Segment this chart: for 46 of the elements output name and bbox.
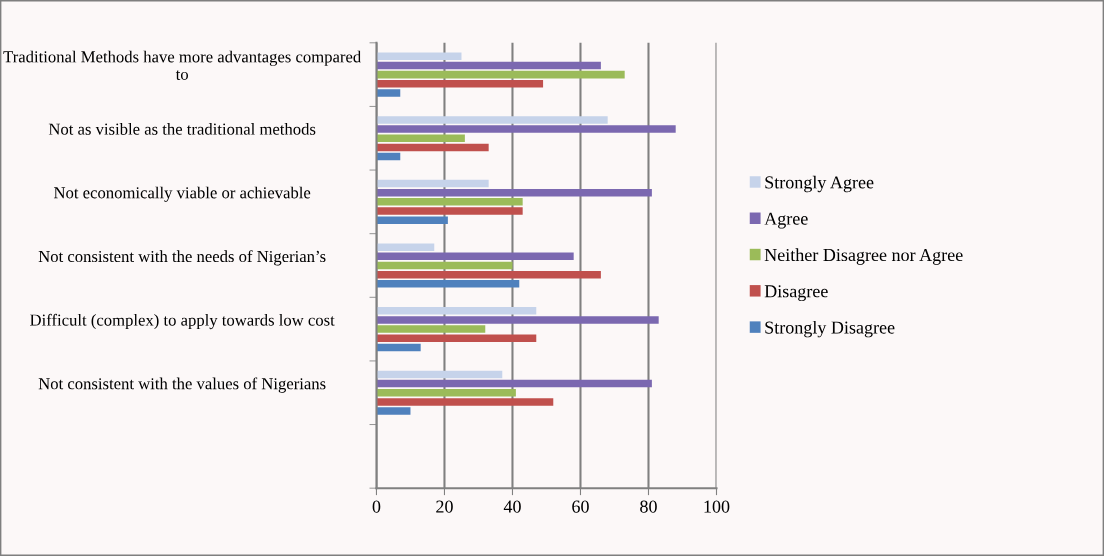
bar <box>376 370 503 379</box>
y-tick-label: Traditional Methods have more advantages compared to <box>3 50 361 80</box>
legend-label: Agree <box>764 212 808 229</box>
bar <box>376 243 435 251</box>
x-tick-label: 60 <box>572 500 589 513</box>
bar <box>376 198 523 206</box>
bar <box>376 388 516 397</box>
bar <box>376 89 401 97</box>
bar <box>376 179 489 188</box>
bar <box>376 61 601 70</box>
bar <box>376 407 411 415</box>
y-tick-label: Not as visible as the traditional methods <box>48 123 316 135</box>
bar <box>376 280 520 288</box>
bar <box>376 125 676 133</box>
legend-label: Disagree <box>764 285 828 302</box>
bar <box>376 188 652 197</box>
bar <box>376 207 523 215</box>
bar <box>376 261 513 270</box>
bar <box>376 270 601 279</box>
bar <box>376 398 554 406</box>
legend-label: Strongly Agree <box>765 175 874 193</box>
legend-label: Neither Disagree nor Agree <box>764 248 963 265</box>
y-tick-label: Difficult (complex) to apply towards low cost <box>30 313 335 330</box>
bar <box>376 325 486 333</box>
x-tick-label: 0 <box>372 500 381 513</box>
bar <box>376 379 652 388</box>
y-tick-label: Not consistent with the values of Nigerians <box>38 377 326 393</box>
bar <box>376 343 421 352</box>
bar <box>376 316 659 324</box>
bar <box>376 307 537 315</box>
bar <box>376 134 465 142</box>
bar <box>376 334 537 343</box>
bar <box>376 216 448 224</box>
x-tick-label: 40 <box>503 500 521 513</box>
bar <box>376 116 608 124</box>
bar <box>376 70 625 79</box>
bar <box>376 52 462 61</box>
x-tick-label: 100 <box>704 500 730 513</box>
x-tick-label: 80 <box>640 500 657 513</box>
bar <box>376 80 544 88</box>
bar <box>376 143 489 152</box>
legend-label: Strongly Disagree <box>765 320 895 338</box>
x-tick-label: 20 <box>436 500 453 513</box>
bar <box>376 252 574 261</box>
y-tick-label: Not consistent with the needs of Nigerian’s <box>38 250 326 266</box>
y-tick-label: Not economically viable or achievable <box>53 186 311 202</box>
